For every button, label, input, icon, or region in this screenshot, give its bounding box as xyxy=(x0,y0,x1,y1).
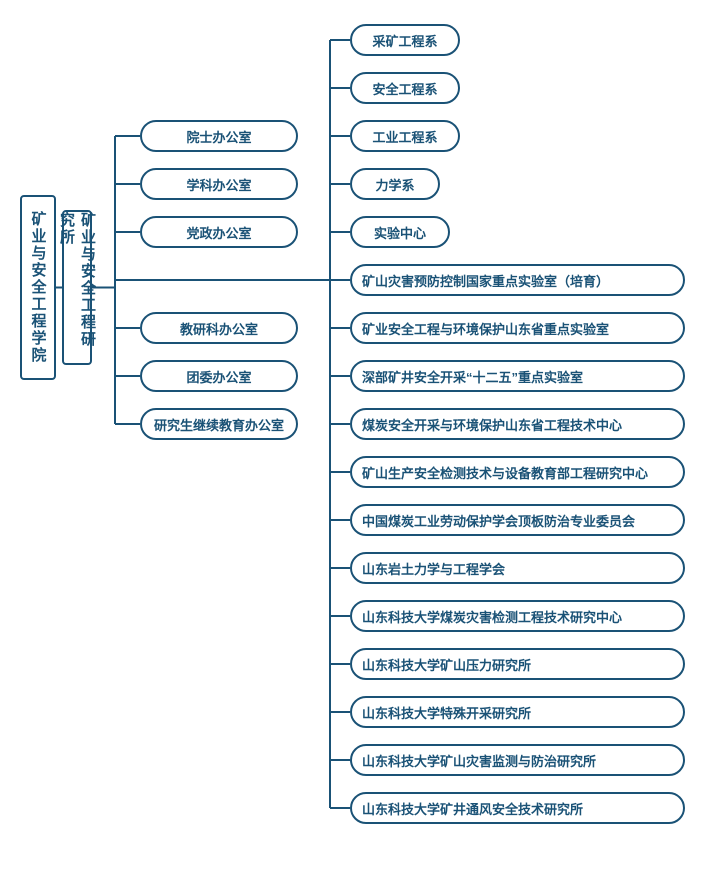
org-node: 山东岩土力学与工程学会 xyxy=(350,552,685,584)
org-node: 实验中心 xyxy=(350,216,450,248)
org-node: 中国煤炭工业劳动保护学会顶板防治专业委员会 xyxy=(350,504,685,536)
org-node: 学科办公室 xyxy=(140,168,298,200)
org-node: 山东科技大学特殊开采研究所 xyxy=(350,696,685,728)
org-node: 研究生继续教育办公室 xyxy=(140,408,298,440)
org-node: 党政办公室 xyxy=(140,216,298,248)
org-node: 矿山灾害预防控制国家重点实验室（培育） xyxy=(350,264,685,296)
org-node: 工业工程系 xyxy=(350,120,460,152)
org-node: 采矿工程系 xyxy=(350,24,460,56)
org-node: 煤炭安全开采与环境保护山东省工程技术中心 xyxy=(350,408,685,440)
org-node: 深部矿井安全开采“十二五”重点实验室 xyxy=(350,360,685,392)
org-node: 矿业与安全工程学院 xyxy=(20,195,56,380)
org-node: 安全工程系 xyxy=(350,72,460,104)
org-node: 矿业与安全工程研究所 xyxy=(62,210,92,365)
org-node: 山东科技大学矿山压力研究所 xyxy=(350,648,685,680)
org-node: 山东科技大学煤炭灾害检测工程技术研究中心 xyxy=(350,600,685,632)
org-node: 院士办公室 xyxy=(140,120,298,152)
org-node: 山东科技大学矿井通风安全技术研究所 xyxy=(350,792,685,824)
org-node: 山东科技大学矿山灾害监测与防治研究所 xyxy=(350,744,685,776)
org-node: 矿山生产安全检测技术与设备教育部工程研究中心 xyxy=(350,456,685,488)
org-node: 矿业安全工程与环境保护山东省重点实验室 xyxy=(350,312,685,344)
org-node: 团委办公室 xyxy=(140,360,298,392)
org-node: 力学系 xyxy=(350,168,440,200)
org-node: 教研科办公室 xyxy=(140,312,298,344)
